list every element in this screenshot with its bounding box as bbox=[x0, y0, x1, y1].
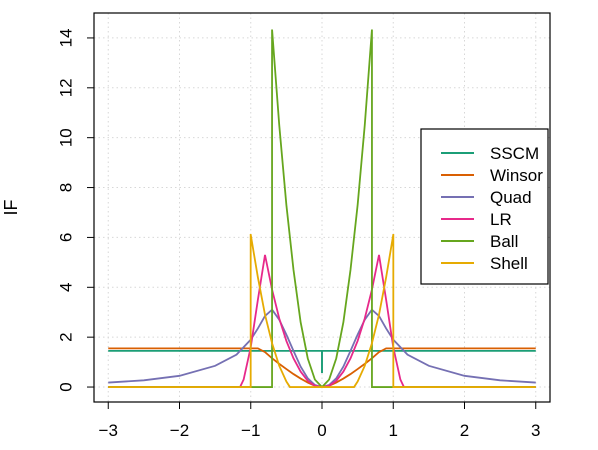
y-tick-label: 10 bbox=[56, 128, 75, 147]
y-tick-label: 4 bbox=[56, 283, 75, 292]
x-tick-label: −3 bbox=[99, 421, 118, 440]
y-axis-title: IF bbox=[1, 199, 21, 215]
legend-label-ball: Ball bbox=[490, 232, 518, 251]
y-tick-label: 14 bbox=[56, 28, 75, 47]
legend: SSCM Winsor Quad LR Ball Shell bbox=[420, 128, 549, 285]
legend-label-shell: Shell bbox=[490, 254, 528, 273]
series-layer bbox=[108, 29, 536, 389]
x-tick-label: 1 bbox=[389, 421, 398, 440]
x-tick-label: 3 bbox=[531, 421, 540, 440]
y-tick-label: 12 bbox=[56, 78, 75, 97]
y-tick-label: 8 bbox=[56, 183, 75, 192]
x-tick-label: −1 bbox=[241, 421, 260, 440]
y-axis: 0 2 4 6 8 10 12 14 bbox=[56, 28, 95, 392]
y-tick-label: 2 bbox=[56, 332, 75, 341]
legend-label-lr: LR bbox=[490, 210, 512, 229]
y-tick-label: 0 bbox=[56, 382, 75, 391]
series-sscm-line bbox=[108, 349, 536, 373]
legend-label-winsor: Winsor bbox=[490, 166, 543, 185]
x-tick-label: −2 bbox=[170, 421, 189, 440]
series-shell-line bbox=[108, 234, 536, 388]
x-tick-label: 2 bbox=[460, 421, 469, 440]
x-tick-label: 0 bbox=[317, 421, 326, 440]
legend-box bbox=[420, 128, 549, 285]
legend-label-sscm: SSCM bbox=[490, 144, 539, 163]
legend-label-quad: Quad bbox=[490, 188, 532, 207]
x-axis: −3 −2 −1 0 1 2 3 bbox=[99, 401, 540, 440]
y-tick-label: 6 bbox=[56, 233, 75, 242]
